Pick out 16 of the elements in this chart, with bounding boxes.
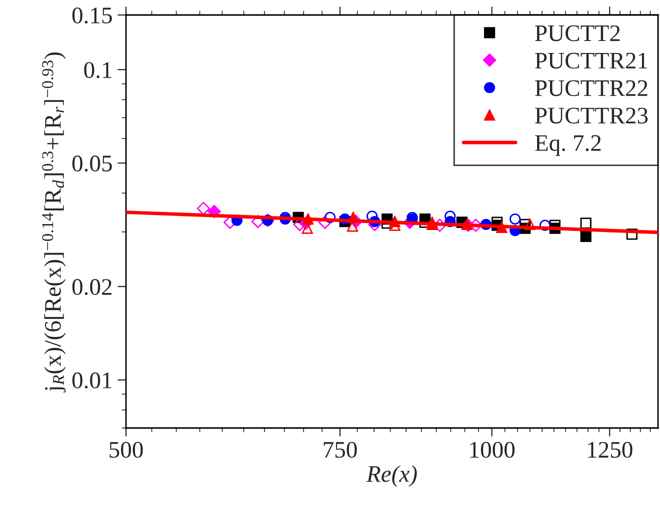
x-tick-label: 1250 [588, 442, 632, 458]
y-tick-label: 0.15 [72, 7, 112, 24]
x-tick-label: 750 [324, 442, 357, 458]
y-tick-label: 0.02 [72, 279, 112, 296]
y-tick-label: 0.05 [72, 156, 112, 172]
legend-label: PUCTTR22 [535, 80, 648, 96]
text: j$_{R}$(x)/(6[Re(x)]$^{−0.14}$[R$_{d}$]$^{0.3}$+[R$_{r}$]$^{−0.93}$) [42, 52, 66, 392]
x-tick-label: 1000 [470, 442, 515, 458]
x-tick-label: 500 [110, 442, 143, 458]
legend-label: Eq. 7.2 [535, 135, 601, 156]
legend-label: PUCTT2 [535, 25, 620, 42]
y-tick-label: 0.01 [72, 372, 112, 388]
x-axis-title: Re(x) [366, 465, 417, 487]
legend-label: PUCTTR23 [535, 108, 648, 124]
y-tick-label: 0.1 [84, 62, 112, 78]
legend-label: PUCTTR21 [535, 52, 648, 69]
